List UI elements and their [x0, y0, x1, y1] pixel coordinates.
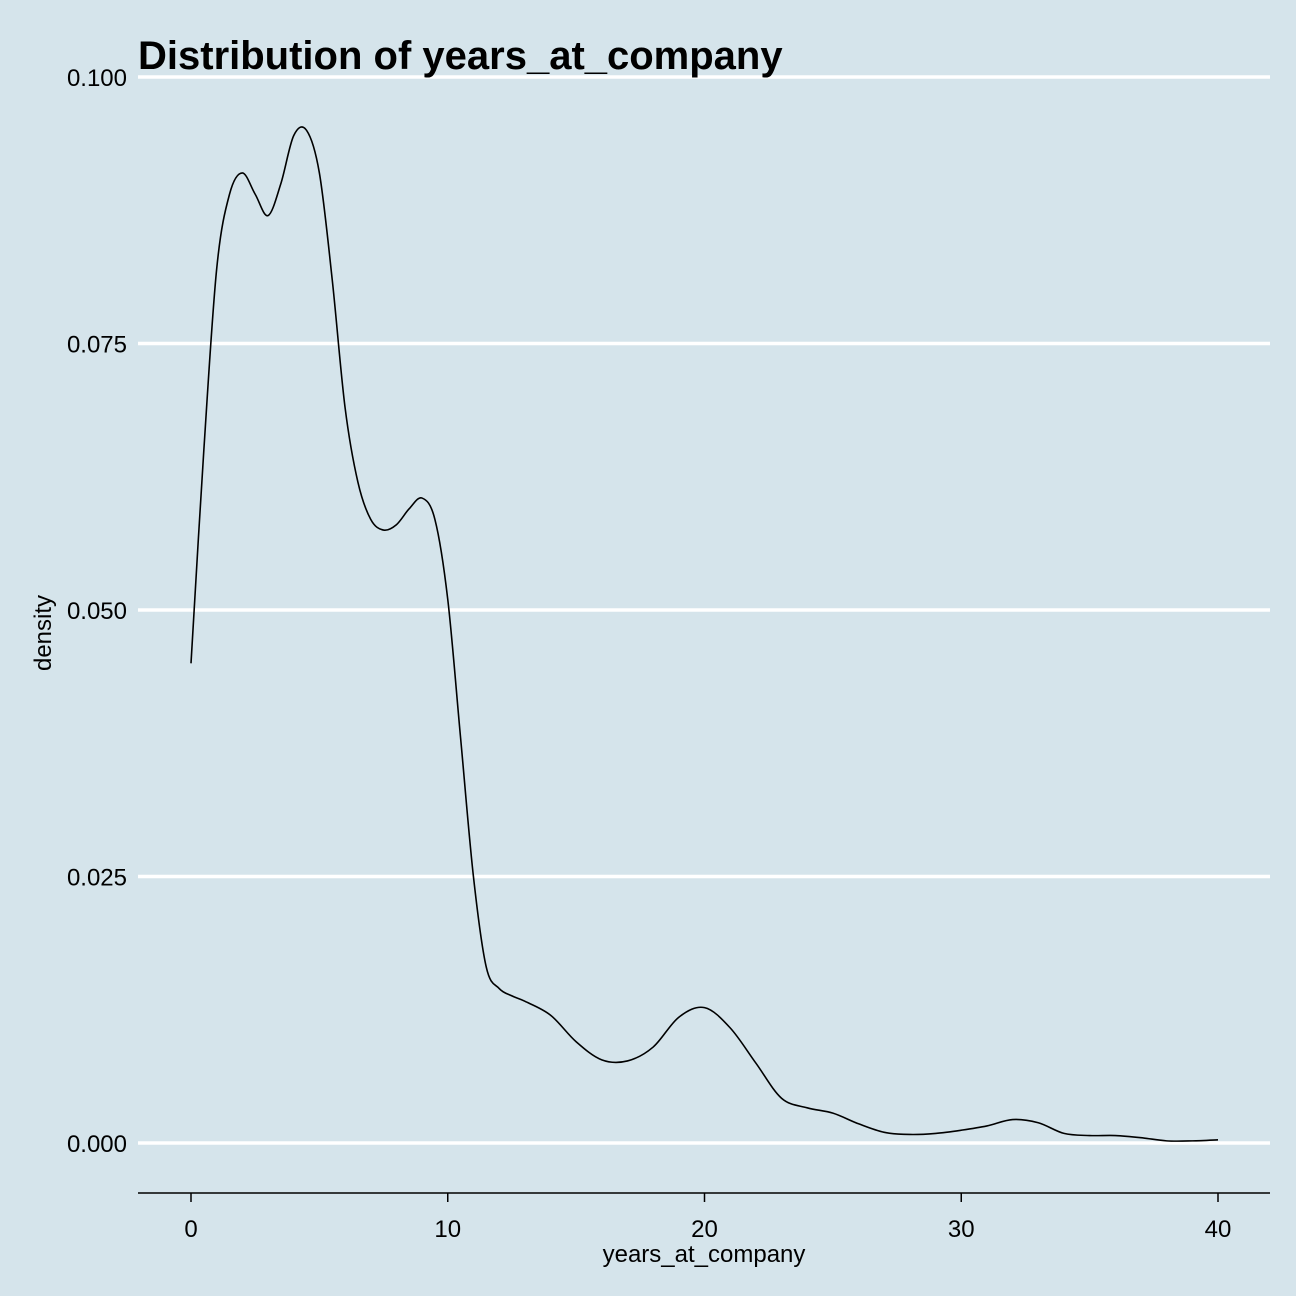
- gridlines: [138, 75, 1270, 1145]
- x-tick-label: 30: [948, 1216, 975, 1243]
- x-axis-title: years_at_company: [603, 1241, 806, 1268]
- y-tick-label: 0.100: [67, 65, 127, 92]
- chart-title: Distribution of years_at_company: [138, 34, 783, 78]
- x-tick-label: 0: [184, 1216, 197, 1243]
- x-tick-label: 10: [434, 1216, 461, 1243]
- x-tick-label: 40: [1205, 1216, 1232, 1243]
- y-tick-label: 0.000: [67, 1131, 127, 1158]
- y-axis: 0.000 0.025 0.050 0.075 0.100: [67, 65, 127, 1158]
- density-line: [190, 126, 1219, 1142]
- y-axis-title: density: [30, 595, 57, 671]
- y-tick-label: 0.050: [67, 598, 127, 625]
- y-tick-label: 0.025: [67, 865, 127, 892]
- x-axis: 0 10 20 30 40: [138, 1192, 1270, 1243]
- x-tick-label: 20: [691, 1216, 718, 1243]
- y-tick-label: 0.075: [67, 332, 127, 359]
